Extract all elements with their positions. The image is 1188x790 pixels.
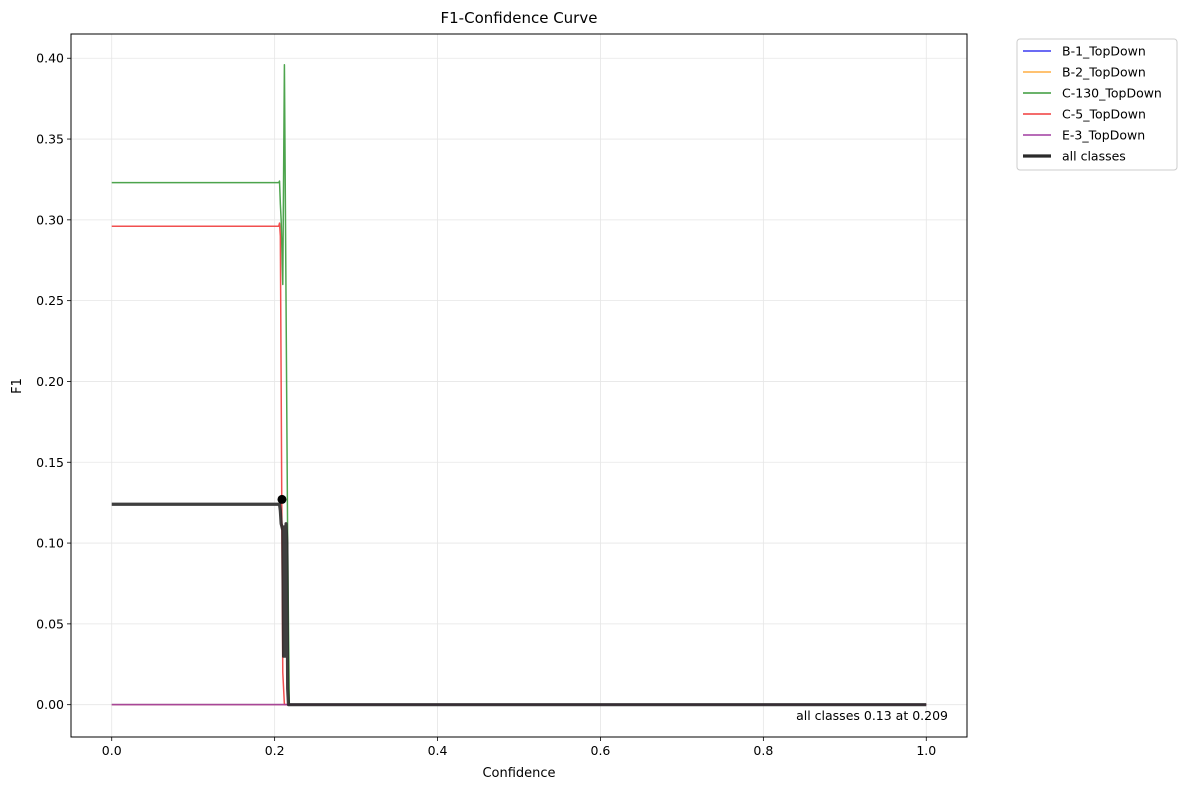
y-tick-label: 0.00 — [36, 697, 64, 712]
y-tick-label: 0.40 — [36, 51, 64, 66]
grid — [71, 34, 967, 737]
x-tick-label: 0.8 — [753, 743, 773, 758]
y-tick-label: 0.30 — [36, 212, 64, 227]
x-tick-label: 0.4 — [428, 743, 448, 758]
x-tick-label: 0.6 — [591, 743, 611, 758]
series-lines — [111, 63, 927, 707]
x-tick-label: 0.2 — [265, 743, 285, 758]
legend-label: all classes — [1062, 149, 1126, 164]
y-tick-label: 0.35 — [36, 132, 64, 147]
best-f1-point — [277, 494, 287, 504]
y-tick-label: 0.25 — [36, 293, 64, 308]
y-tick-label: 0.15 — [36, 455, 64, 470]
plot-frame — [70, 33, 968, 738]
legend-label: E-3_TopDown — [1062, 128, 1145, 143]
y-tick-label: 0.20 — [36, 374, 64, 389]
legend-label: C-5_TopDown — [1062, 107, 1146, 122]
legend-label: C-130_TopDown — [1062, 86, 1162, 101]
y-axis-title: F1 — [10, 378, 25, 394]
y-tick-label: 0.05 — [36, 616, 64, 631]
x-tick-label: 0.0 — [102, 743, 122, 758]
legend-items: B-1_TopDown B-2_TopDown C-130_TopDown C-5_T… — [1023, 44, 1162, 164]
legend-label: B-1_TopDown — [1062, 44, 1146, 59]
axis-ticks: 0.0 0.2 0.4 0.6 0.8 1.0 0.00 0.05 0.10 0.15 0.20 0.… — [36, 51, 936, 758]
legend-label: B-2_TopDown — [1062, 65, 1146, 80]
best-f1-annotation: all classes 0.13 at 0.209 — [796, 708, 948, 723]
chart-title: F1-Confidence Curve — [441, 9, 598, 27]
x-axis-title: Confidence — [482, 766, 555, 781]
x-tick-label: 1.0 — [916, 743, 936, 758]
legend-box — [1016, 38, 1178, 171]
legend: B-1_TopDown B-2_TopDown C-130_TopDown C-5_T… — [1016, 38, 1178, 171]
series-line-all-classes — [111, 502, 927, 707]
y-tick-label: 0.10 — [36, 536, 64, 551]
